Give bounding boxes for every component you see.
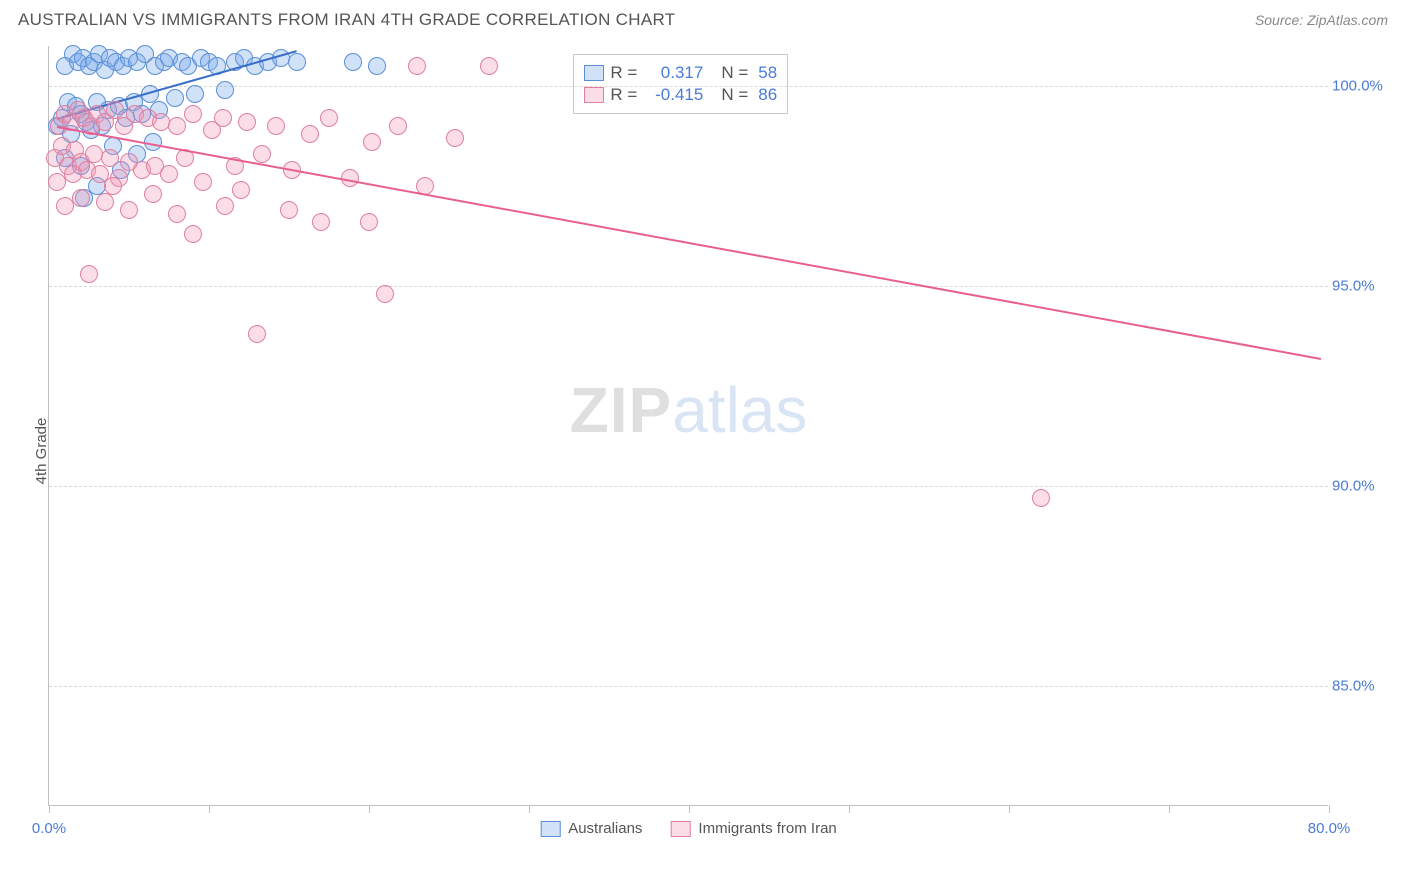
watermark: ZIPatlas: [570, 373, 808, 447]
scatter-point: [280, 201, 298, 219]
r-label: R =: [610, 85, 637, 105]
trend-line: [57, 126, 1321, 360]
legend-label: Immigrants from Iran: [698, 820, 836, 837]
y-tick-label: 95.0%: [1332, 278, 1392, 295]
chart-title: AUSTRALIAN VS IMMIGRANTS FROM IRAN 4TH G…: [18, 10, 675, 30]
watermark-part1: ZIP: [570, 374, 673, 446]
x-tick-label: 80.0%: [1308, 820, 1351, 837]
scatter-point: [152, 113, 170, 131]
scatter-point: [80, 265, 98, 283]
scatter-point: [480, 57, 498, 75]
scatter-point: [344, 53, 362, 71]
scatter-point: [64, 165, 82, 183]
plot-area: ZIPatlas R =0.317N =58R =-0.415N =86 Aus…: [48, 46, 1328, 806]
n-value: 58: [758, 63, 777, 83]
scatter-point: [106, 101, 124, 119]
x-tick-label: 0.0%: [32, 820, 66, 837]
scatter-point: [360, 213, 378, 231]
scatter-point: [96, 193, 114, 211]
scatter-point: [238, 113, 256, 131]
y-tick-label: 85.0%: [1332, 678, 1392, 695]
scatter-point: [232, 181, 250, 199]
x-tick: [1329, 805, 1330, 813]
scatter-point: [160, 165, 178, 183]
scatter-point: [253, 145, 271, 163]
scatter-point: [248, 325, 266, 343]
y-tick-label: 90.0%: [1332, 478, 1392, 495]
legend-item: Australians: [540, 820, 642, 837]
source-attribution: Source: ZipAtlas.com: [1255, 12, 1388, 28]
series-legend: Australians Immigrants from Iran: [540, 820, 837, 837]
scatter-point: [389, 117, 407, 135]
scatter-point: [184, 225, 202, 243]
scatter-point: [101, 149, 119, 167]
scatter-point: [216, 197, 234, 215]
n-value: 86: [758, 85, 777, 105]
scatter-point: [120, 201, 138, 219]
correlation-legend: R = 0.317 N = 58 R = -0.415 N = 86: [573, 54, 788, 114]
legend-swatch: [584, 87, 604, 103]
scatter-point: [446, 129, 464, 147]
x-tick: [1169, 805, 1170, 813]
y-tick-label: 100.0%: [1332, 78, 1392, 95]
scatter-point: [216, 81, 234, 99]
gridline-h: [49, 686, 1328, 687]
gridline-h: [49, 86, 1328, 87]
scatter-point: [267, 117, 285, 135]
scatter-point: [184, 105, 202, 123]
legend-label: Australians: [568, 820, 642, 837]
chart-container: 4th Grade ZIPatlas R =0.317N =58R =-0.41…: [0, 36, 1406, 866]
legend-row: R = 0.317 N = 58: [584, 63, 777, 83]
scatter-point: [288, 53, 306, 71]
scatter-point: [214, 109, 232, 127]
scatter-point: [85, 145, 103, 163]
x-tick: [529, 805, 530, 813]
scatter-point: [194, 173, 212, 191]
scatter-point: [363, 133, 381, 151]
scatter-point: [168, 117, 186, 135]
scatter-point: [72, 189, 90, 207]
scatter-point: [408, 57, 426, 75]
n-label: N =: [721, 85, 748, 105]
watermark-part2: atlas: [672, 374, 807, 446]
x-tick: [209, 805, 210, 813]
scatter-point: [166, 89, 184, 107]
scatter-point: [104, 177, 122, 195]
r-label: R =: [610, 63, 637, 83]
scatter-point: [368, 57, 386, 75]
scatter-point: [312, 213, 330, 231]
x-tick: [849, 805, 850, 813]
scatter-point: [144, 185, 162, 203]
r-value: 0.317: [649, 63, 703, 83]
x-tick: [689, 805, 690, 813]
legend-row: R = -0.415 N = 86: [584, 85, 777, 105]
scatter-point: [1032, 489, 1050, 507]
scatter-point: [301, 125, 319, 143]
legend-swatch: [670, 821, 690, 837]
scatter-point: [320, 109, 338, 127]
scatter-point: [376, 285, 394, 303]
legend-swatch: [584, 65, 604, 81]
x-tick: [49, 805, 50, 813]
x-tick: [1009, 805, 1010, 813]
gridline-h: [49, 286, 1328, 287]
gridline-h: [49, 486, 1328, 487]
r-value: -0.415: [649, 85, 703, 105]
legend-item: Immigrants from Iran: [670, 820, 836, 837]
x-tick: [369, 805, 370, 813]
n-label: N =: [721, 63, 748, 83]
legend-swatch: [540, 821, 560, 837]
scatter-point: [168, 205, 186, 223]
scatter-point: [186, 85, 204, 103]
